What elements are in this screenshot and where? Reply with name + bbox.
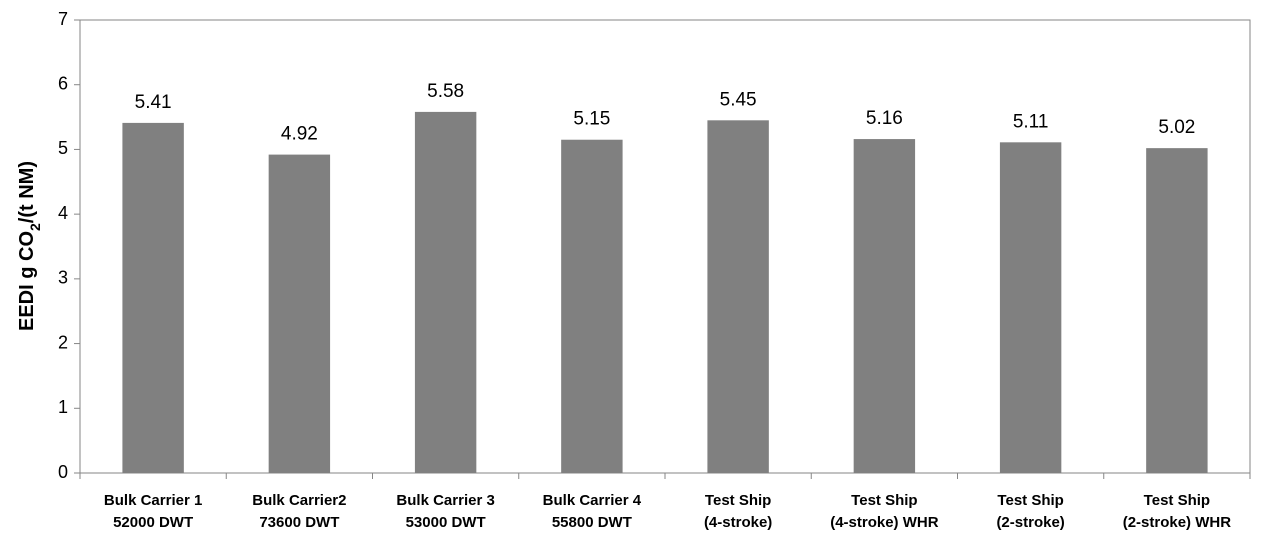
y-tick-label: 6 [58, 73, 68, 93]
x-tick-label: Bulk Carrier 4 [543, 492, 642, 509]
value-label: 5.02 [1158, 117, 1195, 138]
y-label-part: /(t NM) [16, 161, 38, 223]
y-tick-label: 7 [58, 9, 68, 29]
x-tick-label: Bulk Carrier 1 [104, 492, 202, 509]
y-label-part: EEDI g CO [16, 231, 38, 331]
x-tick-label: 73600 DWT [259, 514, 339, 531]
value-label: 4.92 [281, 124, 318, 145]
value-label: 5.11 [1013, 111, 1049, 132]
bar [1146, 148, 1208, 474]
x-tick-label: Test Ship [1144, 492, 1210, 509]
x-tick-label: 53000 DWT [406, 514, 486, 531]
x-tick-label: (2-stroke) [996, 514, 1064, 531]
bar [707, 120, 769, 474]
y-axis-label: EEDI g CO2/(t NM) [16, 161, 42, 331]
bar [268, 154, 331, 473]
bar [561, 139, 623, 473]
x-tick-label: Test Ship [705, 492, 771, 509]
y-tick-label: 5 [58, 138, 68, 158]
value-label: 5.45 [720, 89, 757, 110]
y-label-sub: 2 [27, 223, 43, 231]
x-tick-label: (2-stroke) WHR [1123, 514, 1232, 531]
y-tick-label: 3 [58, 268, 68, 288]
x-tick-label: Test Ship [997, 492, 1063, 509]
value-label: 5.41 [135, 92, 172, 113]
plot-frame [79, 19, 1251, 474]
x-tick-label: (4-stroke) WHR [830, 514, 939, 531]
value-label: 5.16 [866, 108, 903, 129]
bar [414, 111, 477, 473]
y-tick-label: 1 [58, 397, 68, 417]
x-tick-label: (4-stroke) [704, 514, 772, 531]
value-label: 5.58 [427, 81, 464, 102]
x-tick-label: 55800 DWT [552, 514, 632, 531]
value-label: 5.15 [573, 109, 610, 130]
x-tick-label: 52000 DWT [113, 514, 193, 531]
x-tick-label: Bulk Carrier 3 [396, 492, 494, 509]
y-tick-label: 0 [58, 462, 68, 482]
y-tick-label: 2 [58, 332, 68, 352]
bar [853, 139, 916, 473]
x-tick-label: Test Ship [851, 492, 917, 509]
y-tick-label: 4 [58, 203, 68, 223]
bar [122, 122, 184, 473]
bar [999, 142, 1062, 473]
x-tick-label: Bulk Carrier2 [252, 492, 346, 509]
